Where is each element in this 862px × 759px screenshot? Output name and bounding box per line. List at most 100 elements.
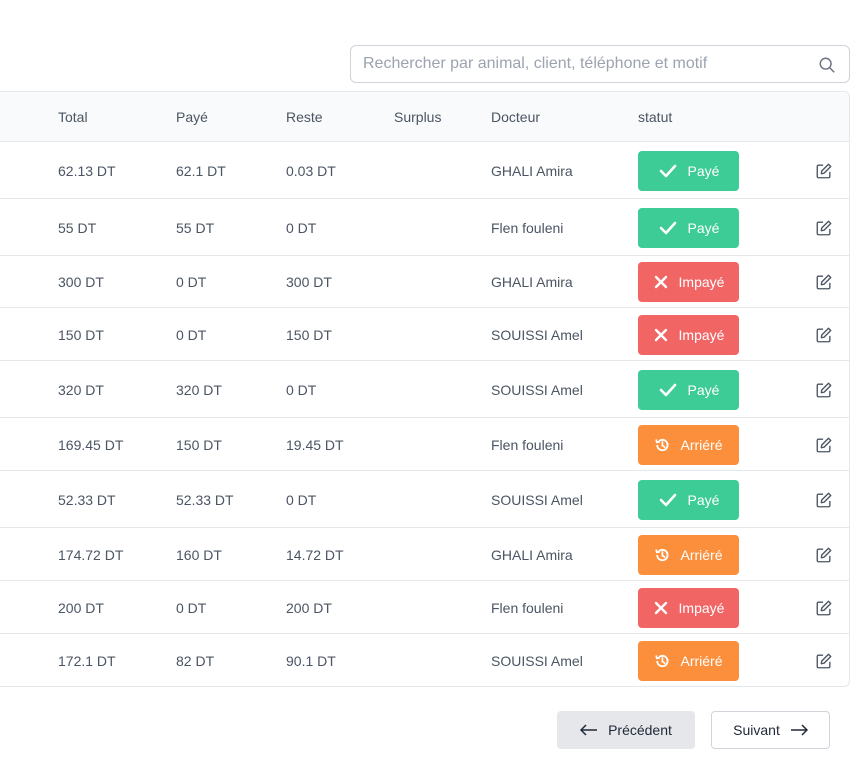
check-icon	[659, 493, 676, 506]
cell-reste: 19.45 DT	[286, 436, 344, 453]
header-surplus: Surplus	[394, 109, 442, 125]
status-label: Payé	[687, 219, 720, 236]
status-badge: Payé	[638, 479, 739, 520]
cell-total: 200 DT	[58, 599, 104, 616]
edit-icon[interactable]	[815, 273, 833, 291]
status-badge: Payé	[638, 150, 739, 191]
cell-reste: 14.72 DT	[286, 546, 344, 563]
edit-icon[interactable]	[815, 326, 833, 344]
edit-icon[interactable]	[815, 652, 833, 670]
cell-total: 172.1 DT	[58, 653, 116, 669]
edit-icon[interactable]	[815, 546, 833, 564]
edit-icon[interactable]	[815, 162, 833, 180]
cell-docteur: Flen fouleni	[491, 436, 564, 453]
status-badge: Payé	[638, 369, 739, 410]
edit-icon[interactable]	[815, 599, 833, 617]
table-row: 300 DT 0 DT 300 DT GHALI Amira Impayé	[0, 256, 849, 308]
invoices-table: Total Payé Reste Surplus Docteur statut …	[0, 91, 850, 687]
cell-paye: 52.33 DT	[176, 491, 234, 508]
status-badge: Impayé	[638, 587, 739, 628]
edit-icon[interactable]	[815, 491, 833, 509]
table-row: 52.33 DT 52.33 DT 0 DT SOUISSI Amel Payé	[0, 471, 849, 528]
cell-docteur: GHALI Amira	[491, 274, 573, 290]
cell-paye: 0 DT	[176, 326, 207, 343]
cell-reste: 0.03 DT	[286, 162, 336, 179]
arrow-left-icon	[580, 724, 598, 736]
cell-docteur: SOUISSI Amel	[491, 491, 583, 508]
cell-paye: 160 DT	[176, 546, 222, 563]
history-icon	[655, 654, 669, 668]
previous-button[interactable]: Précédent	[557, 711, 695, 749]
cell-total: 174.72 DT	[58, 546, 124, 563]
cell-paye: 62.1 DT	[176, 162, 226, 179]
cell-docteur: SOUISSI Amel	[491, 326, 583, 343]
table-row: 55 DT 55 DT 0 DT Flen fouleni Payé	[0, 199, 849, 256]
status-label: Impayé	[678, 599, 725, 616]
cell-reste: 90.1 DT	[286, 653, 336, 669]
status-label: Payé	[687, 162, 720, 179]
header-paye: Payé	[176, 109, 208, 125]
check-icon	[659, 383, 676, 396]
x-icon	[654, 601, 667, 614]
table-row: 62.13 DT 62.1 DT 0.03 DT GHALI Amira Payé	[0, 142, 849, 199]
search-icon[interactable]	[818, 56, 836, 74]
cell-docteur: Flen fouleni	[491, 219, 564, 236]
cell-reste: 0 DT	[286, 491, 317, 508]
status-label: Arriéré	[680, 653, 723, 669]
status-badge: Arriéré	[638, 534, 739, 575]
cell-paye: 0 DT	[176, 599, 207, 616]
cell-paye: 320 DT	[176, 381, 222, 398]
search-input[interactable]	[351, 46, 849, 82]
cell-paye: 55 DT	[176, 219, 215, 236]
table-row: 174.72 DT 160 DT 14.72 DT GHALI Amira Arriér…	[0, 528, 849, 581]
table-row: 320 DT 320 DT 0 DT SOUISSI Amel Payé	[0, 361, 849, 418]
table-row: 169.45 DT 150 DT 19.45 DT Flen fouleni Arrié…	[0, 418, 849, 471]
cell-reste: 150 DT	[286, 326, 332, 343]
previous-label: Précédent	[608, 722, 672, 738]
status-badge: Impayé	[638, 314, 739, 355]
arrow-right-icon	[790, 724, 808, 736]
header-total: Total	[58, 109, 88, 125]
cell-reste: 200 DT	[286, 599, 332, 616]
edit-icon[interactable]	[815, 219, 833, 237]
cell-docteur: Flen fouleni	[491, 599, 564, 616]
history-icon	[655, 548, 669, 561]
cell-docteur: GHALI Amira	[491, 546, 573, 563]
cell-paye: 0 DT	[176, 274, 207, 290]
status-label: Impayé	[678, 326, 725, 343]
table-header: Total Payé Reste Surplus Docteur statut	[0, 92, 849, 142]
cell-docteur: SOUISSI Amel	[491, 381, 583, 398]
table-row: 172.1 DT 82 DT 90.1 DT SOUISSI Amel Arriéré	[0, 634, 849, 686]
search-box[interactable]	[350, 45, 850, 83]
cell-reste: 0 DT	[286, 381, 317, 398]
next-button[interactable]: Suivant	[711, 711, 830, 749]
check-icon	[659, 164, 676, 177]
cell-total: 150 DT	[58, 326, 104, 343]
check-icon	[659, 221, 676, 234]
cell-total: 62.13 DT	[58, 162, 116, 179]
header-reste: Reste	[286, 109, 323, 125]
status-label: Payé	[687, 491, 720, 508]
history-icon	[655, 438, 669, 451]
cell-total: 300 DT	[58, 274, 104, 290]
status-badge: Arriéré	[638, 641, 739, 681]
edit-icon[interactable]	[815, 436, 833, 454]
header-docteur: Docteur	[491, 109, 541, 125]
status-label: Payé	[687, 381, 720, 398]
cell-paye: 82 DT	[176, 653, 215, 669]
table-row: 200 DT 0 DT 200 DT Flen fouleni Impayé	[0, 581, 849, 634]
cell-total: 320 DT	[58, 381, 104, 398]
cell-reste: 300 DT	[286, 274, 332, 290]
edit-icon[interactable]	[815, 381, 833, 399]
next-label: Suivant	[733, 722, 780, 738]
status-label: Arriéré	[680, 546, 723, 563]
status-badge: Impayé	[638, 262, 739, 302]
cell-reste: 0 DT	[286, 219, 317, 236]
cell-total: 169.45 DT	[58, 436, 124, 453]
status-badge: Payé	[638, 207, 739, 248]
table-row: 150 DT 0 DT 150 DT SOUISSI Amel Impayé	[0, 308, 849, 361]
cell-total: 52.33 DT	[58, 491, 116, 508]
status-label: Arriéré	[680, 436, 723, 453]
x-icon	[654, 275, 667, 289]
cell-paye: 150 DT	[176, 436, 222, 453]
